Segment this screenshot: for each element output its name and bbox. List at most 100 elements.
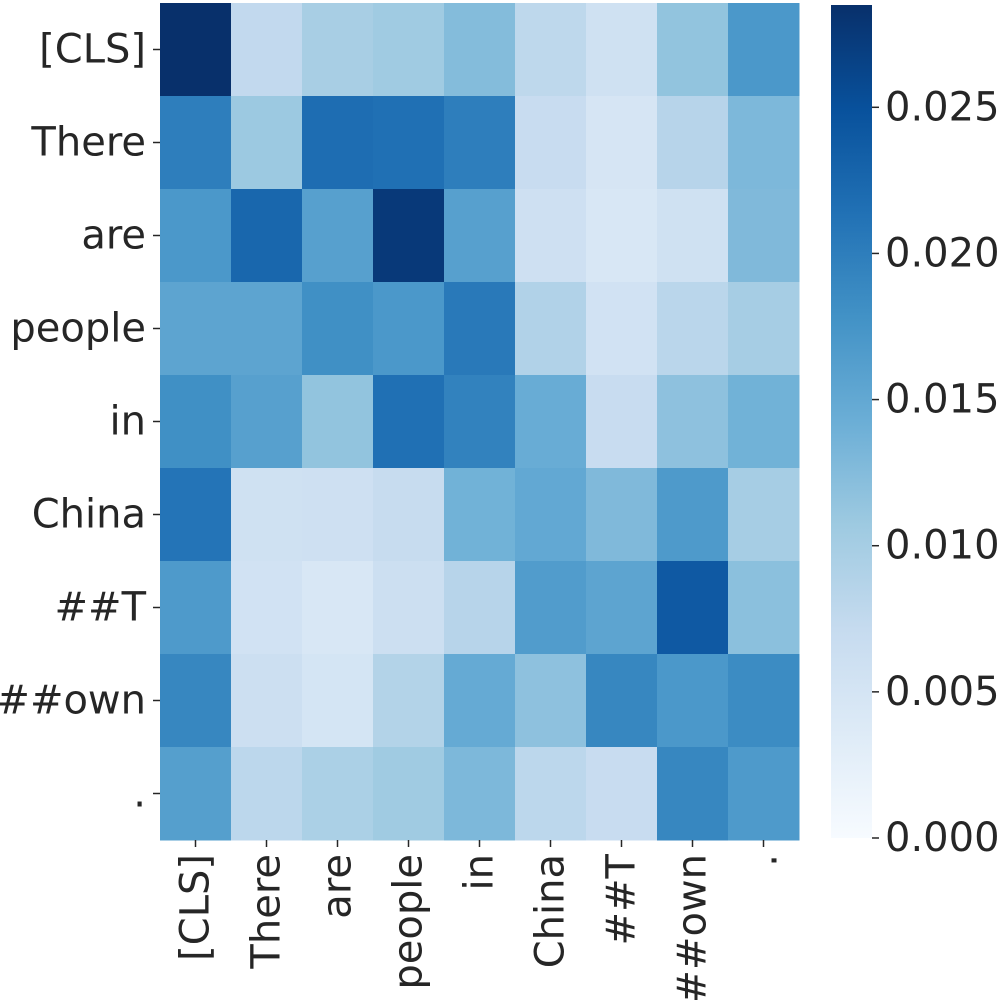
y-tick-label-period: . <box>133 771 146 817</box>
heatmap-cells <box>160 3 800 841</box>
heatmap-cell <box>373 654 445 748</box>
heatmap-cell <box>444 3 516 97</box>
heatmap-cell <box>160 561 232 655</box>
y-tick-label-people: people <box>10 306 146 352</box>
heatmap-cell <box>657 561 729 655</box>
heatmap-cell <box>302 468 374 562</box>
y-tick-label-china: China <box>32 492 146 538</box>
x-axis-tick-labels: [CLS] There are people in China ##T ##own. <box>173 840 787 1000</box>
heatmap-cell <box>515 3 587 97</box>
heatmap-cell <box>515 189 587 283</box>
heatmap-cell <box>515 282 587 376</box>
heatmap-cell <box>373 747 445 841</box>
heatmap-cell <box>231 561 303 655</box>
heatmap-cell <box>231 654 303 748</box>
heatmap-cell <box>586 468 658 562</box>
heatmap-cell <box>302 282 374 376</box>
heatmap-cell <box>657 282 729 376</box>
heatmap-cell <box>302 3 374 97</box>
heatmap-cell <box>515 96 587 190</box>
heatmap-cell <box>444 747 516 841</box>
heatmap-cell <box>302 375 374 469</box>
x-tick-label-are: are <box>315 854 361 919</box>
heatmap-cell <box>657 3 729 97</box>
heatmap-cell <box>444 561 516 655</box>
heatmap-cell <box>657 375 729 469</box>
y-tick-label-own: ##own <box>0 678 146 724</box>
heatmap-cell <box>231 3 303 97</box>
heatmap-cell <box>444 654 516 748</box>
heatmap-cell <box>231 96 303 190</box>
heatmap-cell <box>302 96 374 190</box>
colorbar: 0.000 0.005 0.010 0.015 0.020 0.025 <box>831 5 1000 861</box>
x-tick-label-own: ##own <box>670 854 716 1000</box>
heatmap-cell <box>231 747 303 841</box>
heatmap-cell <box>160 654 232 748</box>
y-tick-label-t: ##T <box>55 585 147 631</box>
heatmap-cell <box>231 375 303 469</box>
heatmap-cell <box>231 468 303 562</box>
heatmap-cell <box>586 654 658 748</box>
heatmap-cell <box>160 747 232 841</box>
heatmap-cell <box>444 189 516 283</box>
colorbar-tick-label: 0.015 <box>885 377 1000 423</box>
heatmap-cell <box>728 282 800 376</box>
heatmap-cell <box>586 282 658 376</box>
heatmap-cell <box>657 654 729 748</box>
heatmap-cell <box>657 468 729 562</box>
heatmap-cell <box>657 189 729 283</box>
y-tick-label-in: in <box>110 399 146 445</box>
heatmap-cell <box>373 96 445 190</box>
heatmap-cell <box>728 189 800 283</box>
heatmap-cell <box>373 189 445 283</box>
heatmap-cell <box>515 747 587 841</box>
heatmap-cell <box>160 282 232 376</box>
x-tick-label-people: people <box>386 854 432 990</box>
heatmap-cell <box>515 375 587 469</box>
heatmap-cell <box>586 189 658 283</box>
heatmap-cell <box>657 96 729 190</box>
y-tick-label-there: There <box>30 120 146 166</box>
heatmap-cell <box>728 96 800 190</box>
heatmap-cell <box>373 3 445 97</box>
heatmap-cell <box>728 747 800 841</box>
heatmap-cell <box>231 189 303 283</box>
colorbar-tick-label: 0.010 <box>885 523 1000 569</box>
colorbar-tick-label: 0.000 <box>885 815 1000 861</box>
heatmap-cell <box>728 375 800 469</box>
colorbar-tick-label: 0.025 <box>885 84 1000 130</box>
heatmap-cell <box>444 468 516 562</box>
x-tick-label-period: . <box>741 854 787 867</box>
heatmap-cell <box>160 375 232 469</box>
heatmap-cell <box>160 3 232 97</box>
heatmap-cell <box>515 561 587 655</box>
y-tick-label-cls: [CLS] <box>39 27 146 73</box>
heatmap-cell <box>302 561 374 655</box>
x-tick-label-in: in <box>457 854 503 890</box>
heatmap-cell <box>373 282 445 376</box>
heatmap-cell <box>728 654 800 748</box>
colorbar-ticks: 0.000 0.005 0.010 0.015 0.020 0.025 <box>872 84 1000 861</box>
heatmap-cell <box>728 561 800 655</box>
heatmap-cell <box>586 561 658 655</box>
heatmap-cell <box>373 561 445 655</box>
colorbar-gradient <box>831 5 872 838</box>
heatmap-cell <box>302 747 374 841</box>
x-tick-label-china: China <box>528 854 574 968</box>
heatmap-cell <box>302 654 374 748</box>
heatmap-cell <box>657 747 729 841</box>
heatmap-cell <box>444 96 516 190</box>
heatmap-cell <box>373 375 445 469</box>
y-tick-label-are: are <box>81 213 146 259</box>
colorbar-tick-label: 0.005 <box>885 669 1000 715</box>
heatmap-cell <box>444 375 516 469</box>
heatmap-cell <box>728 3 800 97</box>
x-tick-label-cls: [CLS] <box>173 854 219 961</box>
x-tick-label-t: ##T <box>599 853 645 945</box>
heatmap-cell <box>160 96 232 190</box>
heatmap-cell <box>373 468 445 562</box>
heatmap-cell <box>728 468 800 562</box>
heatmap-cell <box>444 282 516 376</box>
heatmap-cell <box>586 96 658 190</box>
